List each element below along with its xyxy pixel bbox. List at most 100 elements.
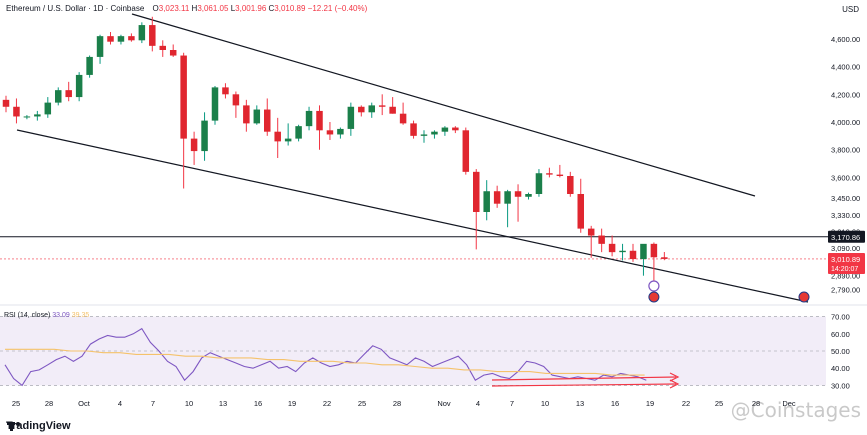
rsi-header: RSI (14, close) 33.09 39.35	[4, 312, 89, 319]
rsi-tick-label: 30.00	[831, 381, 850, 390]
candle-body	[169, 50, 177, 56]
x-tick-label: 10	[185, 399, 193, 408]
x-tick-label: 28	[45, 399, 53, 408]
x-tick-label: 22	[323, 399, 331, 408]
candle-body	[619, 250, 626, 253]
candle-body	[86, 56, 93, 75]
candle-body	[326, 130, 334, 135]
x-tick-label: Nov	[437, 399, 451, 408]
candle-body	[441, 127, 449, 132]
candle-body	[201, 120, 208, 152]
price-tick-label: 3,800.00	[831, 146, 860, 155]
candle-body	[462, 130, 470, 172]
price-tick-label: 3,090.00	[831, 244, 860, 253]
high-value: 3,061.05	[197, 4, 229, 13]
support-level-label: 3,170.86	[831, 233, 860, 242]
candle-body	[55, 90, 62, 103]
last-price-tag	[828, 252, 865, 274]
open-value: 3,023.11	[158, 4, 190, 13]
upper-trendline[interactable]	[131, 13, 756, 197]
candle-body	[222, 87, 229, 95]
candle-body	[96, 36, 104, 57]
event-marker-icon[interactable]	[648, 280, 660, 292]
divergence-arrowhead	[669, 372, 680, 382]
candle-body	[190, 138, 198, 152]
rsi-band	[0, 316, 826, 386]
candle-body	[2, 99, 10, 107]
candle-body	[243, 105, 250, 124]
tradingview-logo[interactable]: TradingView	[6, 420, 71, 432]
open-label: O	[152, 4, 159, 13]
us-flag-icon[interactable]	[648, 291, 660, 303]
x-tick-label: 25	[12, 399, 20, 408]
x-tick-label: 25	[715, 399, 723, 408]
lower-trendline[interactable]	[16, 129, 809, 303]
x-tick-label: 4	[118, 399, 122, 408]
price-tick-label: 2,790.00	[831, 286, 860, 295]
candle-body	[410, 123, 417, 136]
x-tick-label: 25	[358, 399, 366, 408]
us-flag-icon[interactable]	[798, 291, 810, 303]
x-tick-label: 10	[541, 399, 549, 408]
candle-body	[378, 105, 386, 107]
x-tick-label: 19	[288, 399, 296, 408]
tradingview-mark-icon	[10, 422, 13, 431]
price-tick-label: 3,450.00	[831, 194, 860, 203]
rsi-tick-label: 60.00	[831, 330, 850, 339]
candle-body	[23, 116, 31, 118]
support-level-tag	[828, 230, 865, 243]
low-value: 3,001.96	[235, 4, 267, 13]
candle-body	[232, 94, 240, 106]
x-tick-label: Dec	[782, 399, 796, 408]
rsi-title: RSI (14, close)	[4, 312, 51, 319]
divergence-arrow	[491, 376, 677, 381]
candle-body	[661, 257, 668, 259]
candle-body	[107, 36, 114, 42]
candle-body	[368, 105, 375, 113]
candle-body	[473, 171, 480, 212]
candle-body	[577, 194, 584, 229]
x-tick-label: 28	[752, 399, 760, 408]
candle-body	[347, 106, 355, 129]
rsi-tick-label: 40.00	[831, 364, 850, 373]
candle-body	[650, 243, 658, 258]
candle-body	[567, 176, 574, 194]
candle-body	[556, 174, 564, 176]
candle-body	[316, 110, 323, 131]
candle-body	[598, 235, 605, 244]
low-label: L	[230, 4, 236, 13]
last-price-label: 3,010.89	[831, 255, 860, 264]
candle-body	[389, 106, 396, 114]
candle-body	[337, 128, 344, 135]
candle-body	[452, 127, 459, 131]
candle-body	[274, 131, 281, 142]
x-tick-label: 28	[393, 399, 401, 408]
candle-body	[13, 106, 20, 117]
price-tick-label: 2,890.00	[831, 272, 860, 281]
candle-body	[211, 87, 219, 121]
candle-body	[608, 243, 616, 253]
candle-body	[358, 106, 365, 113]
candle-body	[253, 109, 261, 124]
candle-body	[535, 173, 543, 194]
x-tick-label: 7	[510, 399, 514, 408]
symbol-title: Ethereum / U.S. Dollar · 1D · Coinbase	[6, 4, 145, 13]
tradingview-logo-text: TradingView	[6, 420, 71, 432]
candle-body	[420, 134, 428, 136]
candle-body	[546, 173, 553, 175]
close-label: C	[268, 4, 275, 13]
candle-body	[629, 250, 637, 260]
currency-label: USD	[842, 5, 859, 14]
high-label: H	[191, 4, 198, 13]
price-tick-label: 4,000.00	[831, 118, 860, 127]
candle-body	[284, 138, 292, 142]
watermark: @Coinstages	[731, 398, 861, 422]
candle-body	[431, 131, 438, 135]
candle-body	[504, 191, 511, 204]
price-tick-label: 4,400.00	[831, 63, 860, 72]
candle-body	[305, 110, 313, 127]
close-value: 3,010.89	[274, 4, 306, 13]
candle-body	[159, 45, 166, 50]
